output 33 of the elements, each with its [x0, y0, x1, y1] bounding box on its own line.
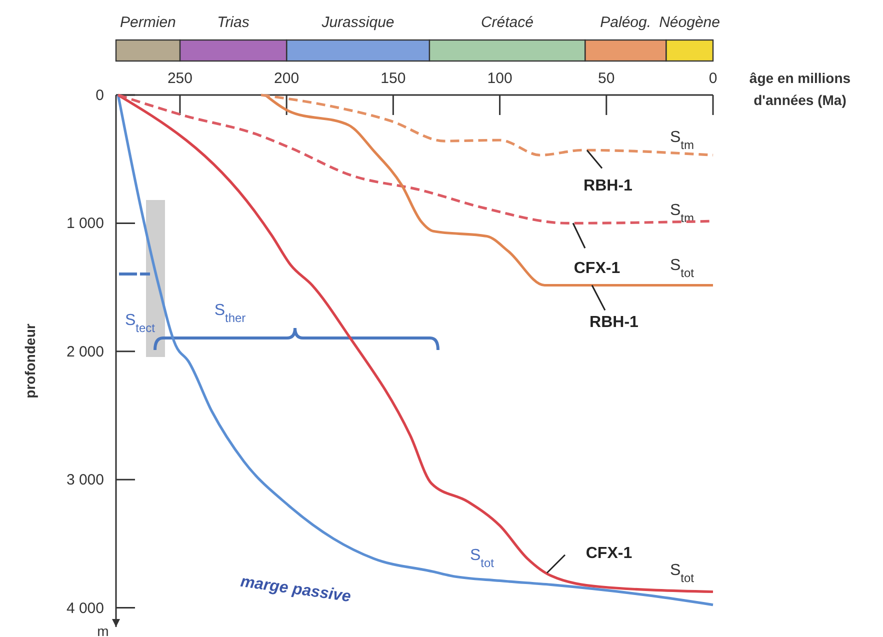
- annotation: S$_{tect}$: [124, 312, 156, 335]
- annotation: S$_{tm}$: [670, 129, 694, 152]
- series-label: Néogène: [659, 14, 720, 31]
- series-label: Crétacé: [480, 14, 534, 31]
- series-label: RBH-1: [584, 177, 633, 194]
- y-tick-label: 0: [96, 87, 104, 104]
- y-tick-label: 3 000: [66, 472, 104, 489]
- y-tick-label: 4 000: [66, 600, 104, 617]
- annotation: S$_{tot}$: [670, 562, 695, 585]
- series-label: CFX-1: [586, 544, 632, 562]
- y-axis-title: profondeur: [22, 323, 38, 398]
- y-tick-label: 1 000: [66, 215, 104, 232]
- text: CFX-1: [574, 260, 620, 278]
- x-tick-label: 250: [167, 70, 192, 87]
- x-axis-title: âge en millions d'années (Ma): [749, 70, 851, 108]
- x-tick-label: 100: [487, 70, 512, 87]
- annotation: S$_{tot}$: [670, 257, 695, 280]
- series-label: RBH-1: [590, 314, 639, 332]
- y-tick-label: 2 000: [66, 343, 104, 360]
- x-tick-label: 50: [598, 70, 615, 87]
- series-label: Paléog.: [600, 14, 652, 31]
- annotation: S$_{ther}$: [214, 302, 246, 325]
- series-label: Permien: [120, 14, 176, 31]
- text: m: [97, 623, 109, 637]
- annotation: S$_{tot}$: [470, 547, 495, 570]
- text: marge passive: [239, 573, 352, 606]
- line-series: [260, 94, 714, 156]
- x-tick-label: 200: [274, 70, 300, 87]
- x-tick-label: 150: [380, 70, 406, 87]
- line-series: [264, 94, 714, 287]
- series-label: Jurassique: [320, 14, 394, 31]
- series-label: Trias: [217, 14, 250, 31]
- x-tick-label: 0: [708, 70, 718, 87]
